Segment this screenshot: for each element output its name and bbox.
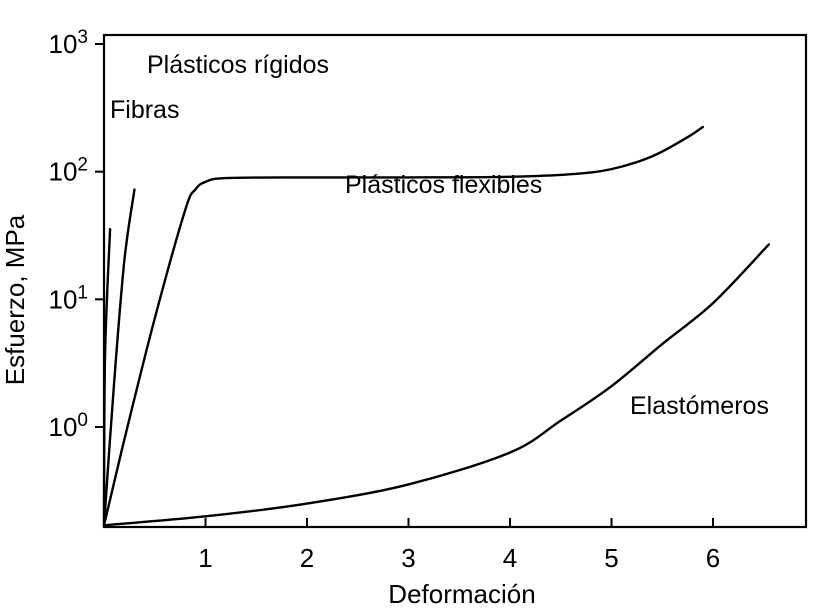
- y-tick-label-3: 103: [49, 27, 89, 59]
- x-tick-label-2: 2: [300, 543, 314, 573]
- series-label-plasticos-flexibles: Plásticos flexibles: [345, 171, 542, 199]
- x-tick-label-1: 1: [198, 543, 212, 573]
- x-axis: 1 2 3 4 5 6: [198, 518, 720, 573]
- series-label-fibras: Fibras: [110, 96, 179, 124]
- series-label-plasticos-rigidos: Plásticos rígidos: [147, 51, 329, 79]
- y-axis: 100 101 102 103: [49, 27, 104, 442]
- x-tick-label-6: 6: [706, 543, 720, 573]
- x-tick-label-3: 3: [401, 543, 415, 573]
- x-axis-title: Deformación: [388, 579, 535, 609]
- series-line-plasticos-flexibles: [102, 125, 705, 527]
- series-line-elastomeros: [102, 243, 771, 527]
- y-tick-label-1: 101: [49, 282, 89, 314]
- series-line-plasticos-rigidos: [102, 188, 136, 527]
- series-label-elastomeros: Elastómeros: [630, 392, 769, 420]
- y-axis-title: Esfuerzo, MPa: [0, 214, 30, 385]
- x-tick-label-4: 4: [503, 543, 517, 573]
- y-tick-label-0: 100: [49, 410, 89, 442]
- y-tick-label-2: 102: [49, 155, 89, 187]
- x-tick-label-5: 5: [604, 543, 618, 573]
- plot-frame: [102, 33, 808, 529]
- series-labels: Fibras Plásticos rígidos Plásticos flexi…: [110, 51, 769, 420]
- series-line-fibras: [102, 227, 112, 527]
- series-curves: [102, 125, 771, 527]
